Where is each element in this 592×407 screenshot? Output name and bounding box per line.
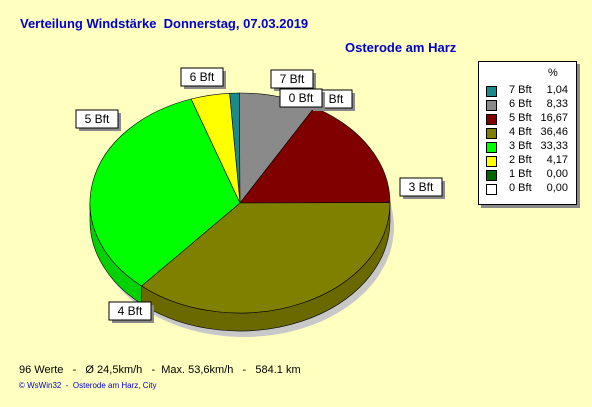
legend-swatch [486, 184, 497, 195]
legend-row: 4 Bft 36,46 [479, 126, 576, 139]
slice-label: 4 Bft [108, 301, 154, 323]
legend-value: 0,00 [546, 168, 568, 180]
legend-row: 3 Bft 33,33 [479, 140, 576, 153]
svg-text:6 Bft: 6 Bft [190, 70, 215, 84]
legend-row: 2 Bft 4,17 [479, 154, 576, 167]
legend-swatch [486, 128, 497, 139]
slice-label: 6 Bft [180, 67, 226, 89]
chart-title: Verteilung Windstärke Donnerstag, 07.03.… [20, 16, 309, 31]
legend-swatch [486, 170, 497, 181]
legend-value: 1,04 [546, 84, 568, 96]
legend-row: 5 Bft 16,67 [479, 112, 576, 125]
legend-value: 36,46 [540, 126, 568, 138]
legend-value: 33,33 [540, 140, 568, 152]
legend-label: 0 Bft [509, 182, 532, 194]
legend-row: 6 Bft 8,33 [479, 98, 576, 111]
legend-swatch [486, 142, 497, 153]
legend-row: 0 Bft 0,00 [479, 182, 576, 195]
legend-header: % [548, 67, 558, 79]
legend-swatch [486, 156, 497, 167]
svg-text:3 Bft: 3 Bft [409, 180, 434, 194]
footer-credit: © WsWin32 - Osterode am Harz, City [19, 381, 157, 390]
legend-label: 1 Bft [509, 168, 532, 180]
legend-value: 4,17 [546, 154, 568, 166]
pie-slice [89, 98, 241, 287]
slice-label: 3 Bft [399, 177, 445, 199]
legend: % 7 Bft 1,04 6 Bft 8,33 5 Bft 16,67 4 Bft 36,46… [478, 61, 577, 205]
legend-row: 7 Bft 1,04 [479, 84, 576, 97]
pie-slice [239, 107, 391, 204]
chart-subtitle: Osterode am Harz [345, 40, 457, 55]
legend-swatch [486, 100, 497, 111]
stats-line: 96 Werte - Ø 24,5km/h - Max. 53,6km/h - … [19, 364, 301, 376]
slice-label: 7 Bft [270, 69, 316, 91]
legend-value: 8,33 [546, 98, 568, 110]
legend-row: 1 Bft 0,00 [479, 168, 576, 181]
legend-label: 6 Bft [509, 98, 532, 110]
legend-swatch [486, 86, 497, 97]
legend-label: 7 Bft [509, 84, 532, 96]
pie-slice [141, 202, 391, 314]
legend-label: 4 Bft [509, 126, 532, 138]
svg-text:5 Bft: 5 Bft [85, 112, 110, 126]
legend-label: 5 Bft [509, 112, 532, 124]
pie-slice [190, 92, 241, 204]
slice-label: 5 Bft [75, 109, 121, 131]
legend-swatch [486, 114, 497, 125]
svg-text:0 Bft: 0 Bft [289, 91, 314, 105]
svg-text:7 Bft: 7 Bft [280, 72, 305, 86]
legend-label: 3 Bft [509, 140, 532, 152]
svg-text:4 Bft: 4 Bft [118, 304, 143, 318]
legend-value: 0,00 [546, 182, 568, 194]
slice-label: 0 Bft [279, 88, 325, 110]
legend-value: 16,67 [540, 112, 568, 124]
legend-label: 2 Bft [509, 154, 532, 166]
